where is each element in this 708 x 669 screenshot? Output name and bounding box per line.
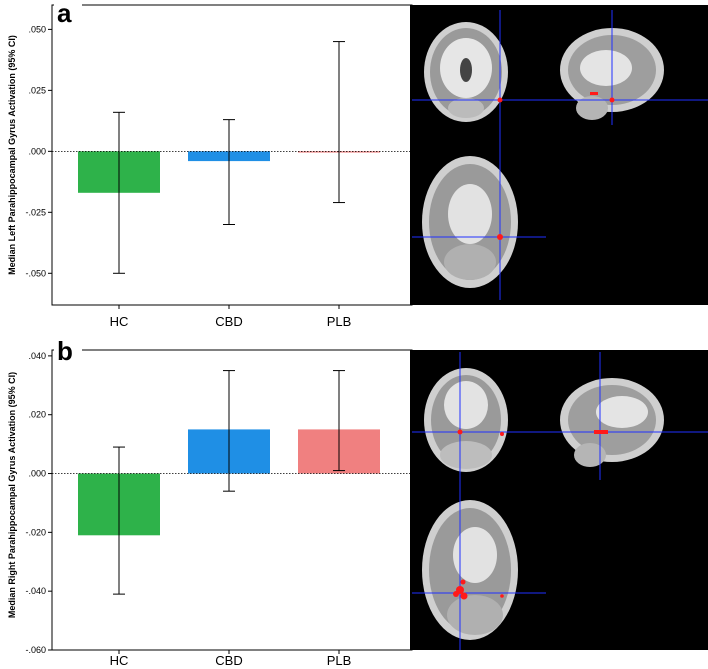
panel-a-coronal-slice xyxy=(424,22,508,122)
panel-b-y-tick-label: .040 xyxy=(28,351,46,361)
panel-a-x-tick-label-plb: PLB xyxy=(327,314,352,329)
panel-b-error-bar-cbd xyxy=(223,370,235,492)
panel-b-axial-slice xyxy=(422,500,518,640)
panel-b-sagittal-slice xyxy=(560,378,664,467)
panel-b-letter: b xyxy=(57,336,73,366)
panel-a-error-bar-plb xyxy=(333,41,345,204)
panel-a-axial-slice xyxy=(422,156,518,288)
panel-a-x-tick-label-cbd: CBD xyxy=(215,314,242,329)
panel-a-y-axis-label: Median Left Parahippocampal Gyrus Activa… xyxy=(7,35,17,275)
panel-b-coronal-slice xyxy=(424,368,508,472)
panel-b-x-tick-label-cbd: CBD xyxy=(215,653,242,668)
panel-b-bars xyxy=(52,370,412,595)
panel-a-error-bar-hc xyxy=(113,111,125,274)
panel-a-brain-image xyxy=(410,5,708,305)
panel-a-y-tick-label: .000 xyxy=(28,146,46,156)
panel-a-y-tick-label: .050 xyxy=(28,24,46,34)
panel-b-y-tick-label: .000 xyxy=(28,469,46,479)
panel-b-y-tick-label: -.040 xyxy=(25,586,46,596)
panel-b-y-tick-label: -.060 xyxy=(25,645,46,655)
panel-a-bars xyxy=(52,41,412,274)
panel-a-y-tick-label: .025 xyxy=(28,85,46,95)
panel-b-x-tick-label-plb: PLB xyxy=(327,653,352,668)
panel-b-x-tick-label-hc: HC xyxy=(110,653,129,668)
panel-a-x-tick-labels: HC CBD PLB xyxy=(110,305,352,329)
panel-a-chart: a Median Left Parahippocampal Gyrus Acti… xyxy=(7,0,413,329)
panel-a-error-bar-cbd xyxy=(223,119,235,226)
panel-b-y-tick-label: .020 xyxy=(28,410,46,420)
panel-b-y-tick-label: -.020 xyxy=(25,527,46,537)
panel-b-error-bar-plb xyxy=(333,370,345,472)
panel-b-chart: b Median Right Parahippocampal Gyrus Act… xyxy=(7,336,413,668)
panel-b-brain-image xyxy=(410,350,708,650)
panel-a-x-tick-label-hc: HC xyxy=(110,314,129,329)
panel-a-letter: a xyxy=(57,0,72,28)
panel-b-x-tick-labels: HC CBD PLB xyxy=(110,650,352,668)
panel-a-y-ticks: .050 .025 .000 -.025 -.050 xyxy=(25,24,52,278)
panel-a-y-tick-label: -.050 xyxy=(25,268,46,278)
panel-a-y-tick-label: -.025 xyxy=(25,207,46,217)
panel-b-y-ticks: .040 .020 .000 -.020 -.040 -.060 xyxy=(25,351,52,655)
panel-b-y-axis-label: Median Right Parahippocampal Gyrus Activ… xyxy=(7,372,17,618)
panel-b-error-bar-hc xyxy=(113,446,125,595)
